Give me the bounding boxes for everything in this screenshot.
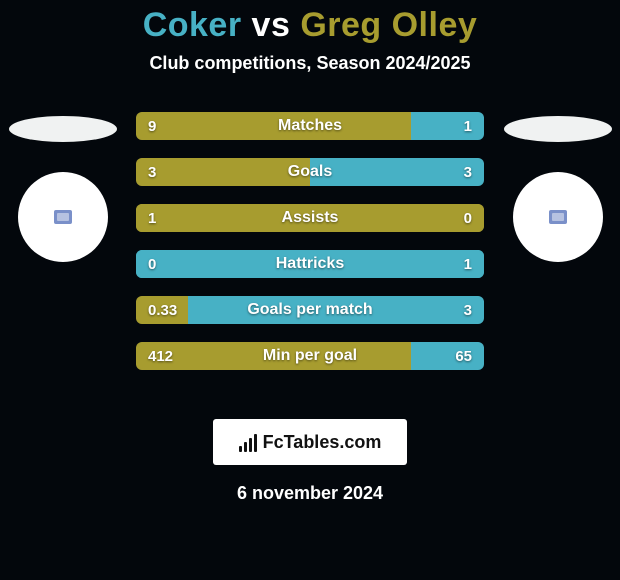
title-player2: Greg Olley	[300, 6, 477, 44]
fctables-logo: FcTables.com	[213, 419, 407, 465]
logo-bars-icon	[239, 432, 257, 452]
right-club-icon	[513, 172, 603, 262]
stat-label: Assists	[136, 204, 484, 232]
club-placeholder-icon	[549, 210, 567, 224]
stat-label: Matches	[136, 112, 484, 140]
stat-label: Goals per match	[136, 296, 484, 324]
stats-list: 91Matches 33Goals 10Assists 01Hattricks 0.33…	[136, 112, 484, 388]
stat-row: 33Goals	[136, 158, 484, 186]
logo-text: FcTables.com	[263, 432, 382, 453]
subtitle: Club competitions, Season 2024/2025	[0, 53, 620, 74]
club-placeholder-icon	[54, 210, 72, 224]
stat-row: 0.333Goals per match	[136, 296, 484, 324]
stat-row: 91Matches	[136, 112, 484, 140]
left-club-icon	[18, 172, 108, 262]
middle-area: 91Matches 33Goals 10Assists 01Hattricks 0.33…	[0, 94, 620, 399]
stat-label: Min per goal	[136, 342, 484, 370]
stat-label: Hattricks	[136, 250, 484, 278]
stat-label: Goals	[136, 158, 484, 186]
title-player1: Coker	[143, 6, 242, 44]
left-column	[0, 94, 125, 399]
comparison-card: Coker vs Greg Olley Club competitions, S…	[0, 0, 620, 504]
title-vs: vs	[252, 6, 291, 44]
stat-row: 01Hattricks	[136, 250, 484, 278]
left-country-icon	[9, 116, 117, 142]
stat-row: 10Assists	[136, 204, 484, 232]
date-label: 6 november 2024	[0, 483, 620, 504]
right-column	[495, 94, 620, 399]
stat-row: 41265Min per goal	[136, 342, 484, 370]
right-country-icon	[504, 116, 612, 142]
title: Coker vs Greg Olley	[0, 6, 620, 45]
